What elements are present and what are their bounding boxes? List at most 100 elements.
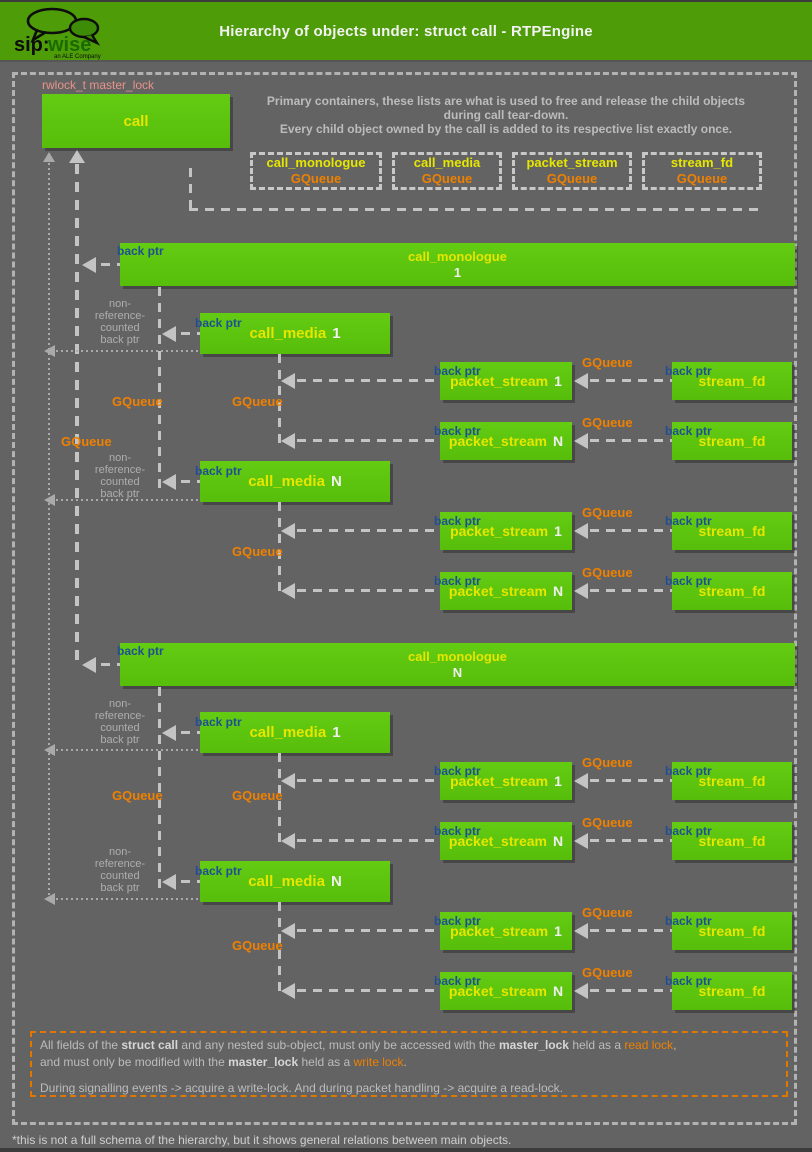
legend-queue-name: call_monologue: [266, 155, 366, 170]
stream-fd-box: stream_fd: [672, 572, 792, 610]
media-index: 1: [332, 325, 341, 342]
legend-queue-call-media: call_media GQueue: [392, 152, 502, 190]
stream-fd-box: stream_fd: [672, 972, 792, 1010]
footnote: *this is not a full schema of the hierar…: [12, 1133, 512, 1147]
packet-stream-name: packet_stream: [450, 523, 549, 539]
arrow-left-icon: [44, 744, 55, 756]
legend-bracket-vline: [189, 168, 192, 210]
back-ptr-label: back ptr: [195, 316, 242, 330]
packet-stream-name: packet_stream: [448, 983, 547, 999]
gqueue-label: GQueue: [582, 415, 633, 430]
back-ptr-label: back ptr: [665, 364, 712, 378]
intro-text: Primary containers, these lists are what…: [236, 94, 776, 136]
speech-bubbles-icon: sip: wise an ALE Company: [14, 7, 101, 60]
back-ptr-label: back ptr: [434, 914, 481, 928]
packet-stream-box: packet_stream N: [440, 422, 572, 460]
bottom-edge: [0, 1148, 812, 1152]
stream-fd-name: stream_fd: [698, 583, 766, 599]
stream-fd-name: stream_fd: [698, 983, 766, 999]
arrow-left-icon: [44, 345, 55, 357]
media-index: N: [330, 473, 342, 490]
arrow-left-icon: [44, 893, 55, 905]
media-box: call_media N: [200, 861, 390, 902]
non-ref-label: non- reference- counted back ptr: [94, 298, 146, 346]
media-index: 1: [332, 724, 341, 741]
arrow-left-icon: [574, 773, 588, 789]
back-ptr-label: back ptr: [434, 824, 481, 838]
gqueue-label: GQueue: [232, 938, 283, 953]
note-line-2: and must only be modified with the maste…: [40, 1055, 407, 1069]
arrow-left-icon: [574, 433, 588, 449]
back-ptr-line: [181, 880, 200, 883]
back-ptr-label: back ptr: [665, 914, 712, 928]
packet-stream-name: packet_stream: [448, 833, 547, 849]
arrow-left-icon: [281, 833, 295, 849]
note-line-3: During signalling events -> acquire a wr…: [40, 1081, 563, 1095]
call-box-label: call: [123, 112, 149, 130]
back-ptr-label: back ptr: [195, 715, 242, 729]
legend-queue-name: packet_stream: [526, 155, 618, 170]
packet-stream-index: N: [552, 833, 564, 849]
back-ptr-line: [181, 731, 200, 734]
gqueue-sf-line: [590, 439, 672, 442]
monologue-box-1: call_monologue 1: [120, 243, 795, 286]
gqueue-label: GQueue: [112, 788, 163, 803]
brand-sip: sip:: [14, 34, 50, 56]
master-lock-label: rwlock_t master_lock: [42, 78, 155, 92]
gqueue-line: [278, 354, 281, 444]
monologue-index: N: [452, 665, 463, 680]
legend-queue-packet-stream: packet_stream GQueue: [512, 152, 632, 190]
call-box: call: [42, 94, 230, 148]
gqueue-branch-line: [297, 839, 440, 842]
arrow-left-icon: [281, 583, 295, 599]
non-ref-label: non- reference- counted back ptr: [94, 846, 146, 894]
packet-stream-index: 1: [554, 523, 562, 539]
arrow-left-icon: [281, 983, 295, 999]
back-ptr-label: back ptr: [665, 574, 712, 588]
packet-stream-box: packet_stream 1: [440, 362, 572, 400]
back-ptr-line: [101, 663, 120, 666]
stream-fd-box: stream_fd: [672, 362, 792, 400]
monologue-box-n: call_monologue N: [120, 643, 795, 686]
arrow-left-icon: [574, 833, 588, 849]
packet-stream-box: packet_stream N: [440, 972, 572, 1010]
arrow-left-icon: [162, 725, 176, 741]
stream-fd-box: stream_fd: [672, 512, 792, 550]
stream-fd-name: stream_fd: [698, 433, 766, 449]
packet-stream-index: 1: [554, 373, 562, 389]
back-ptr-label: back ptr: [665, 424, 712, 438]
gqueue-branch-line: [297, 929, 440, 932]
read-lock-text: read lock: [624, 1038, 674, 1052]
media-box: call_media 1: [200, 313, 390, 354]
gqueue-label: GQueue: [112, 394, 163, 409]
gqueue-label: GQueue: [582, 965, 633, 980]
back-ptr-line: [181, 332, 200, 335]
stream-fd-box: stream_fd: [672, 912, 792, 950]
intro-line-1: Primary containers, these lists are what…: [266, 94, 746, 108]
packet-stream-box: packet_stream N: [440, 822, 572, 860]
stream-fd-name: stream_fd: [698, 833, 766, 849]
packet-stream-box: packet_stream 1: [440, 762, 572, 800]
arrow-left-icon: [82, 257, 96, 273]
legend-bracket-hline: [189, 208, 762, 211]
gqueue-label: GQueue: [232, 544, 283, 559]
monologue-name: call_monologue: [408, 649, 507, 664]
arrow-left-icon: [281, 773, 295, 789]
back-ptr-line: [181, 480, 200, 483]
gqueue-label: GQueue: [582, 815, 633, 830]
arrow-left-icon: [574, 983, 588, 999]
locking-note: All fields of the struct call and any ne…: [30, 1031, 788, 1097]
arrow-left-icon: [574, 373, 588, 389]
intro-line-3: Every child object owned by the call is …: [279, 122, 733, 136]
legend-queue-stream-fd: stream_fd GQueue: [642, 152, 762, 190]
arrow-left-icon: [281, 433, 295, 449]
gqueue-branch-line: [297, 989, 440, 992]
monologue-index: 1: [453, 265, 462, 280]
packet-stream-index: N: [552, 983, 564, 999]
brand-logo: sip: wise an ALE Company: [12, 6, 132, 60]
packet-stream-name: packet_stream: [448, 433, 547, 449]
packet-stream-index: 1: [554, 773, 562, 789]
brand-tagline: an ALE Company: [54, 54, 101, 60]
gqueue-line: [278, 902, 281, 994]
arrow-up-icon: [69, 150, 85, 163]
